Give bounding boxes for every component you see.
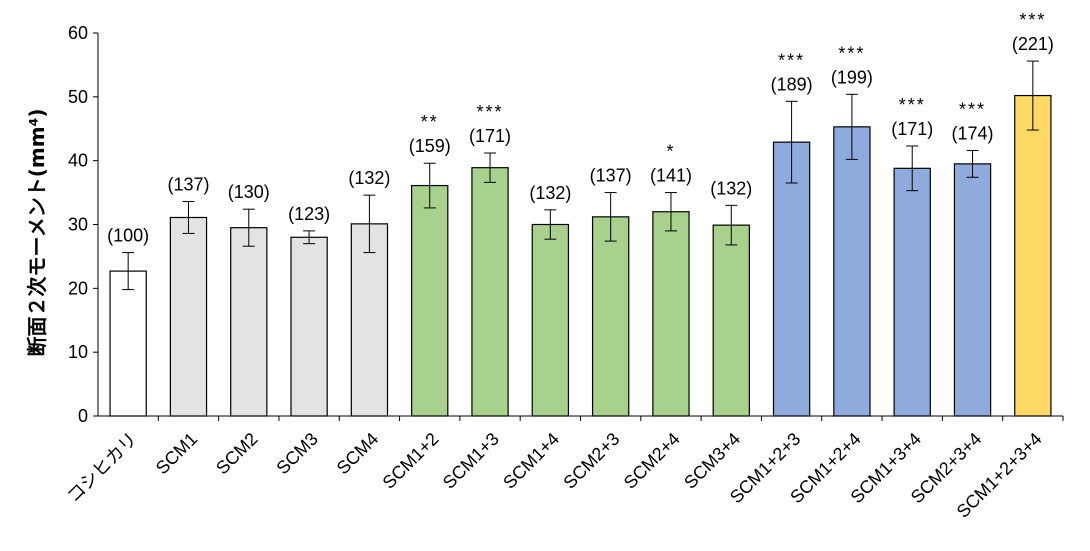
y-tick-label: 50 (68, 87, 88, 107)
bar-value-label: (132) (529, 183, 571, 203)
x-axis-tick-labels: コシヒカリ SCM1 SCM2 SCM3 SCM4SCM1+2SCM1+3SCM1+4S… (63, 416, 1064, 522)
bar-value-label: (132) (348, 168, 390, 188)
y-tick-label: 10 (68, 342, 88, 362)
x-tick-label: SCM2+3 (559, 429, 623, 493)
significance-marker: ** (421, 112, 439, 132)
bar-value-label: (132) (710, 178, 752, 198)
bar-SCM1+2+4 (833, 126, 871, 417)
bar-SCM2+4 (652, 211, 690, 417)
x-tick-label: SCM2 (212, 429, 262, 479)
bar-SCM2+3 (591, 216, 630, 417)
y-axis-ticks: 0 10 20 30 40 50 60 (68, 23, 98, 426)
bar-value-label: (137) (590, 166, 632, 186)
bar-value-label: (100) (107, 226, 149, 246)
x-tick-label: SCM1+2 (379, 429, 443, 493)
bar-value-label: (159) (409, 136, 451, 156)
x-tick-label: SCM1+3 (439, 429, 503, 493)
bar-value-label: (174) (952, 123, 994, 143)
x-tick-label: SCM4 (333, 429, 383, 479)
bar-value-label: (141) (650, 166, 692, 186)
bar-value-label: (221) (1012, 34, 1054, 54)
bar-SCM1 (169, 216, 208, 417)
bar-SCM1+2 (411, 184, 449, 417)
bar-SCM2+3+4 (953, 163, 992, 417)
bar-SCM1+4 (531, 223, 570, 417)
bar-SCM1+2+3 (772, 141, 811, 417)
bar-SCM2 (230, 227, 268, 417)
bar-SCM3+4 (712, 224, 750, 417)
error-bars-group (122, 60, 1039, 291)
x-tick-label: SCM2+4 (620, 429, 684, 493)
bar-SCM1+3 (471, 167, 509, 417)
significance-marker: *** (959, 99, 986, 119)
y-tick-label: 0 (78, 406, 88, 426)
significance-marker: * (666, 142, 675, 162)
bar-value-label: (171) (891, 119, 933, 139)
bar-SCM1+3+4 (893, 167, 931, 417)
bar-value-label: (199) (831, 67, 873, 87)
x-tick-label: SCM1 (152, 429, 202, 479)
bar-annotations-group: (100)(137) (130)(123)(132)(159)**(171)***… (107, 10, 1054, 246)
y-tick-label: 40 (68, 151, 88, 171)
bar-SCM3 (290, 236, 328, 417)
bar-SCM1+2+3+4 (1014, 94, 1052, 417)
x-tick-label: SCM3 (272, 429, 322, 479)
y-tick-label: 20 (68, 278, 88, 298)
bars-group (109, 94, 1052, 417)
significance-marker: *** (838, 43, 865, 63)
x-tick-label: SCM1+4 (499, 429, 563, 493)
significance-marker: *** (477, 102, 504, 122)
bar-コシヒカリ (109, 270, 147, 417)
bar-value-label: (137) (167, 175, 209, 195)
significance-marker: *** (778, 50, 805, 70)
bar-value-label: (171) (469, 126, 511, 146)
significance-marker: *** (1019, 10, 1046, 30)
x-tick-label: コシヒカリ (63, 429, 141, 507)
significance-marker: *** (899, 95, 926, 115)
bar-value-label: (123) (288, 204, 330, 224)
y-axis-label: 断面２次モーメント(mm⁴) (25, 109, 49, 357)
bar-value-label: (189) (771, 74, 813, 94)
y-tick-label: 60 (68, 23, 88, 43)
y-tick-label: 30 (68, 215, 88, 235)
bar-value-label: (130) (228, 182, 270, 202)
